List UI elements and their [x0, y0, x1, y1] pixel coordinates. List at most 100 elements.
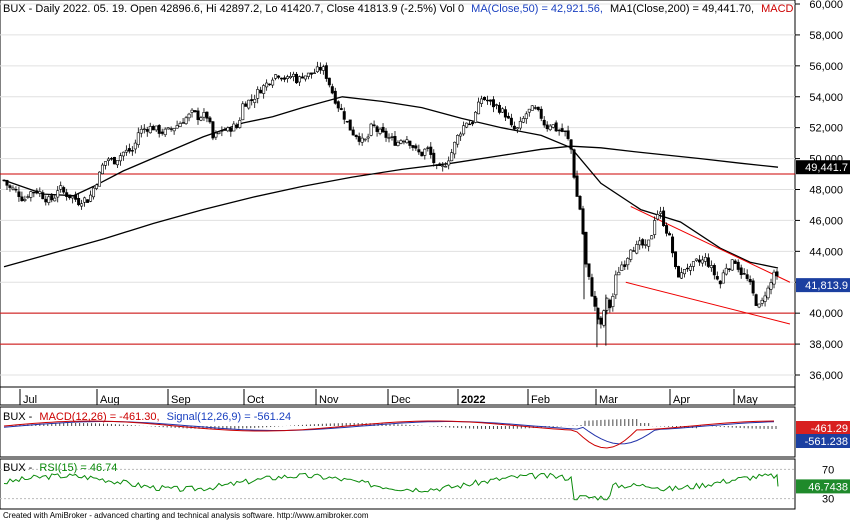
- price-y-tick-label: 44,000: [809, 246, 843, 258]
- price-candles: [2, 61, 779, 348]
- candle-body: [638, 240, 642, 246]
- price-y-tick-label: 54,000: [809, 92, 843, 104]
- candle-body: [438, 163, 442, 167]
- candle-body: [56, 190, 60, 198]
- candle-body: [238, 120, 242, 128]
- price-title-ma50: MA(Close,50) = 42,921.56,: [471, 3, 603, 15]
- signal-flag-bg: [796, 434, 850, 448]
- candle-body: [211, 121, 215, 139]
- candle-body: [668, 233, 672, 236]
- candle-body: [115, 160, 119, 166]
- candle-body: [336, 101, 340, 109]
- candle-body: [366, 136, 370, 139]
- candle-body: [772, 271, 776, 285]
- price-y-tick-label: 46,000: [809, 215, 843, 227]
- price-y-tick-label: 48,000: [809, 185, 843, 197]
- price-x-tick-label: May: [737, 394, 758, 406]
- price-x-tick-label: Apr: [673, 394, 690, 406]
- candle-body: [193, 110, 197, 113]
- candle-body: [486, 99, 490, 102]
- candle-body: [617, 271, 621, 276]
- candle-body: [20, 196, 24, 202]
- price-x-tick-label: Oct: [247, 394, 264, 406]
- candle-body: [405, 139, 409, 144]
- candle-body: [95, 184, 99, 189]
- candle-body: [223, 129, 227, 131]
- candle-body: [521, 118, 525, 123]
- candle-body: [38, 191, 42, 194]
- candle-body: [602, 310, 606, 326]
- candle-body: [754, 294, 758, 306]
- candle-body: [459, 133, 463, 137]
- candle-body: [494, 104, 498, 106]
- candle-body: [178, 123, 182, 127]
- candle-body: [745, 274, 749, 279]
- candle-body: [351, 129, 355, 136]
- candle-body: [480, 98, 484, 104]
- candle-body: [118, 155, 122, 162]
- candle-body: [190, 109, 194, 113]
- rsi-flags: 46.7438: [796, 479, 850, 494]
- candle-body: [709, 265, 713, 268]
- macd-pane-frame: [0, 406, 796, 458]
- candle-body: [306, 72, 310, 77]
- candle-body: [715, 276, 719, 280]
- candle-body: [399, 140, 403, 144]
- candle-body: [545, 124, 549, 130]
- candle-body: [614, 274, 618, 296]
- candle-body: [560, 128, 564, 132]
- candle-body: [86, 199, 90, 203]
- candle-body: [381, 126, 385, 133]
- last-close-flag-bg: [796, 278, 850, 293]
- candle-body: [166, 127, 170, 130]
- candle-body: [112, 156, 116, 165]
- footer-credit: Created with AmiBroker - advanced charti…: [3, 511, 369, 520]
- candle-body: [92, 187, 96, 198]
- candle-body: [703, 256, 707, 262]
- candle-body: [500, 108, 504, 113]
- candle-body: [160, 131, 164, 134]
- candle-body: [757, 303, 761, 308]
- candle-body: [685, 267, 689, 270]
- candle-body: [318, 67, 322, 71]
- candle-body: [611, 296, 615, 307]
- price-x-tick-label: Nov: [319, 394, 339, 406]
- candle-body: [130, 150, 134, 152]
- candle-body: [333, 90, 337, 104]
- candle-body: [199, 117, 203, 121]
- candle-body: [89, 194, 93, 202]
- macd-title-macd: MACD(12,26) = -461.30,: [39, 411, 159, 423]
- candle-body: [691, 261, 695, 267]
- candle-body: [635, 244, 639, 254]
- candle-body: [294, 73, 298, 84]
- candle-body: [766, 287, 770, 299]
- candle-body: [53, 197, 57, 202]
- candle-body: [83, 197, 87, 203]
- candle-body: [378, 128, 382, 134]
- candle-body: [396, 142, 400, 146]
- candle-body: [172, 128, 176, 132]
- candle-body: [629, 249, 633, 260]
- candle-body: [644, 244, 648, 246]
- candle-body: [557, 129, 561, 132]
- candle-body: [426, 147, 430, 149]
- candle-body: [274, 74, 278, 79]
- candle-body: [312, 72, 316, 74]
- candle-body: [527, 108, 531, 113]
- ma200-path: [3, 145, 779, 268]
- candle-body: [551, 124, 555, 128]
- candle-body: [327, 77, 331, 86]
- candle-body: [423, 148, 427, 156]
- candle-body: [220, 130, 224, 132]
- candle-body: [145, 129, 149, 132]
- macd-pane: -461.29-561.238 BUX - MACD(12,26) = -461…: [0, 406, 850, 458]
- candle-body: [184, 117, 188, 124]
- candle-body: [569, 139, 573, 150]
- candle-body: [420, 151, 424, 157]
- candle-body: [620, 264, 624, 271]
- candle-body: [247, 99, 251, 109]
- candle-body: [671, 236, 675, 254]
- price-y-tick-label: 40,000: [809, 308, 843, 320]
- candle-body: [468, 123, 472, 126]
- candle-body: [44, 198, 48, 203]
